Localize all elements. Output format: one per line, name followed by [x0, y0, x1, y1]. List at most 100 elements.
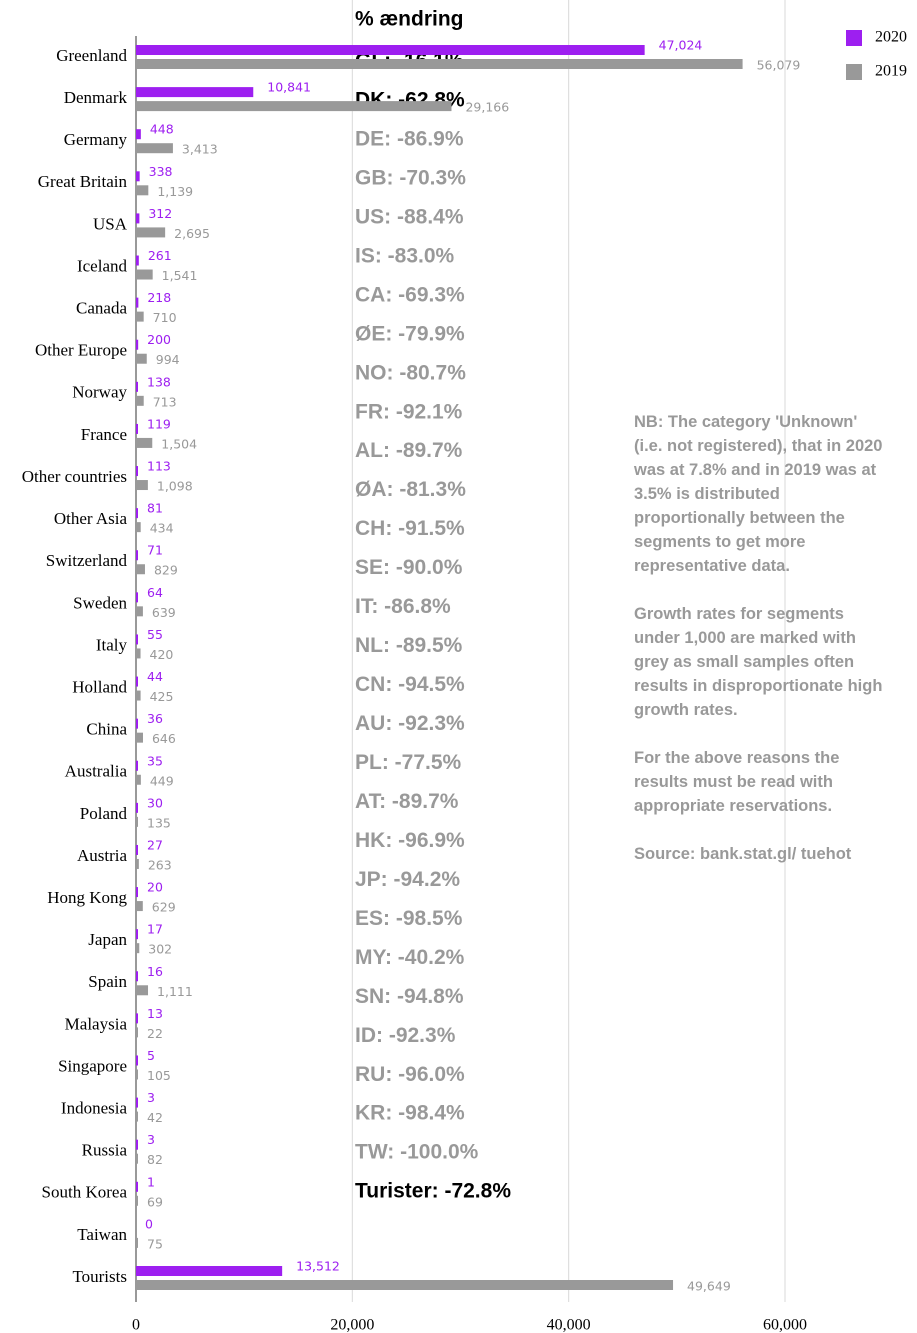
note: Growth rates for segments under 1,000 ar… — [634, 605, 883, 719]
value-label: 425 — [150, 689, 174, 704]
bar — [136, 1153, 138, 1164]
value-label: 27 — [147, 837, 163, 852]
value-label: 13 — [147, 1006, 163, 1021]
value-label: 629 — [152, 900, 176, 915]
x-tick-label: 0 — [132, 1317, 140, 1333]
value-label: 82 — [147, 1152, 163, 1167]
bar — [136, 522, 141, 533]
change-label: CN: -94.5% — [355, 673, 465, 696]
bar — [136, 1195, 138, 1206]
bar — [136, 1027, 138, 1038]
value-label: 16 — [147, 964, 163, 979]
value-label: 646 — [152, 731, 176, 746]
value-label: 312 — [148, 206, 172, 221]
value-label: 30 — [147, 795, 163, 810]
change-label: NL: -89.5% — [355, 634, 463, 657]
category-label: USA — [93, 214, 128, 233]
value-label: 0 — [145, 1216, 153, 1231]
bar — [136, 1139, 138, 1150]
value-label: 1,541 — [162, 268, 198, 283]
bar — [136, 985, 149, 996]
category-label: Poland — [80, 804, 128, 823]
bar — [136, 213, 140, 224]
category-label: China — [86, 720, 127, 739]
legend-swatch — [846, 64, 862, 80]
bar — [136, 1013, 138, 1024]
value-label: 55 — [147, 627, 163, 642]
category-label: Greenland — [56, 46, 127, 65]
category-label: Great Britain — [38, 172, 128, 191]
bar — [136, 1181, 138, 1192]
bar — [136, 227, 166, 238]
category-label: Australia — [65, 762, 128, 781]
value-label: 200 — [147, 332, 171, 347]
bar — [136, 929, 138, 940]
value-label: 218 — [147, 290, 171, 305]
value-label: 36 — [147, 711, 163, 726]
note: Source: bank.stat.gl/ tuehot — [634, 845, 852, 863]
bar — [136, 901, 143, 912]
bar — [136, 774, 141, 785]
change-label: CA: -69.3% — [355, 283, 465, 306]
value-label: 448 — [150, 122, 174, 137]
value-label: 81 — [147, 501, 163, 516]
value-label: 56,079 — [757, 58, 801, 73]
bar — [136, 1069, 138, 1080]
change-label: ØA: -81.3% — [355, 478, 466, 501]
value-label: 35 — [147, 753, 163, 768]
category-label: Denmark — [64, 88, 128, 107]
value-label: 20 — [147, 880, 163, 895]
bar — [136, 466, 138, 477]
change-label: US: -88.4% — [355, 205, 464, 228]
x-tick-label: 20,000 — [330, 1317, 374, 1333]
change-label: MY: -40.2% — [355, 946, 465, 969]
bar — [136, 45, 645, 55]
value-label: 75 — [147, 1236, 163, 1251]
value-label: 710 — [153, 310, 177, 325]
value-label: 113 — [147, 459, 171, 474]
bar — [136, 732, 143, 743]
bar — [136, 606, 143, 617]
value-label: 29,166 — [465, 100, 509, 115]
change-label: DE: -86.9% — [355, 127, 464, 150]
bar — [136, 1266, 283, 1276]
bar — [136, 339, 139, 350]
category-label: Tourists — [72, 1267, 127, 1286]
value-label: 135 — [147, 815, 171, 830]
value-label: 261 — [148, 248, 172, 263]
category-label: Singapore — [58, 1056, 127, 1075]
category-label: Indonesia — [61, 1098, 128, 1117]
value-label: 1,504 — [161, 436, 197, 451]
legend-label: 2019 — [875, 63, 907, 80]
change-label: GB: -70.3% — [355, 166, 466, 189]
change-label: ID: -92.3% — [355, 1024, 456, 1047]
value-label: 17 — [147, 922, 163, 937]
value-label: 434 — [150, 521, 174, 536]
change-label: HK: -96.9% — [355, 829, 465, 852]
bar — [136, 802, 138, 813]
change-label: IS: -83.0% — [355, 244, 455, 267]
change-label: PL: -77.5% — [355, 751, 462, 774]
value-label: 5 — [147, 1048, 155, 1063]
value-label: 1,111 — [157, 984, 193, 999]
legend-label: 2020 — [875, 29, 907, 46]
bar — [136, 858, 139, 869]
value-label: 3 — [147, 1090, 155, 1105]
bar — [136, 143, 173, 154]
bar — [136, 311, 144, 322]
value-label: 105 — [147, 1068, 171, 1083]
category-label: Germany — [64, 130, 128, 149]
bar — [136, 718, 138, 729]
change-label: JP: -94.2% — [355, 868, 460, 891]
bar — [136, 1280, 674, 1290]
bar — [136, 1237, 138, 1248]
change-label: AU: -92.3% — [355, 712, 465, 735]
category-label: Norway — [72, 383, 127, 402]
bar — [136, 648, 141, 659]
value-label: 3 — [147, 1132, 155, 1147]
value-label: 449 — [150, 773, 174, 788]
category-label: Other Asia — [54, 509, 128, 528]
note: NB: The category 'Unknown' (i.e. not reg… — [634, 413, 883, 575]
bar — [136, 844, 138, 855]
category-label: Iceland — [77, 256, 128, 275]
